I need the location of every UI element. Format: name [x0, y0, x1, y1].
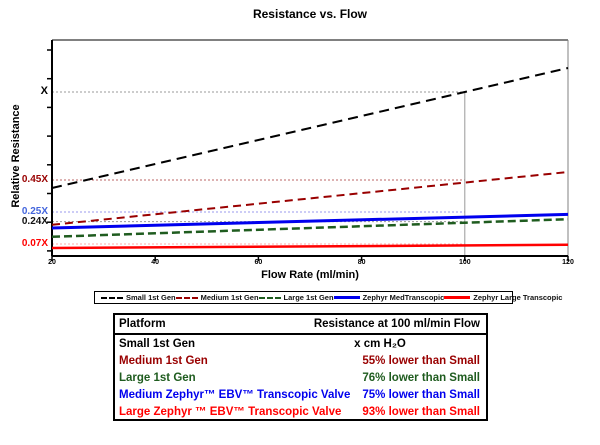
resistance-value-cell: 75% lower than Small: [362, 388, 480, 401]
table-row-medium-1st-gen: Medium 1st Gen 55% lower than Small: [115, 352, 486, 369]
legend-label-large-1st-gen: Large 1st Gen: [283, 293, 334, 302]
resistance-value-cell: 76% lower than Small: [362, 371, 480, 384]
x-tick-label-60: 60: [254, 259, 263, 266]
x-tick-label-40: 40: [151, 259, 160, 266]
x-tick-label-100: 100: [458, 259, 471, 266]
table-header-platform: Platform: [119, 318, 166, 330]
legend-label-zephyr-large-transcopic: Zephyr Large Transcopic: [473, 293, 563, 302]
y-ref-label-0-45x: 0.45X: [21, 174, 48, 185]
y-ref-label-x: X: [40, 85, 48, 97]
legend-swatch-zephyr-large-transcopic: [444, 296, 471, 299]
resistance-table: Platform Resistance at 100 ml/min Flow S…: [113, 313, 488, 421]
x-tick-label-20: 20: [48, 259, 56, 266]
platform-cell: Medium 1st Gen: [119, 354, 208, 367]
series-line-small-1st-gen: [51, 67, 569, 189]
legend-label-medium-1st-gen: Medium 1st Gen: [200, 293, 259, 302]
x-tick-label-120: 120: [562, 259, 574, 266]
resistance-value-cell: 55% lower than Small: [362, 354, 480, 367]
legend-item-zephyr-medtranscopic: Zephyr MedTranscopic: [333, 293, 445, 302]
platform-cell: Medium Zephyr™ EBV™ Transcopic Valve: [119, 388, 351, 401]
chart-title: Resistance vs. Flow: [252, 7, 368, 21]
legend-label-small-1st-gen: Small 1st Gen: [126, 293, 176, 302]
legend-swatch-large-1st-gen: [258, 296, 281, 299]
legend: Small 1st Gen Medium 1st Gen Large 1st Gen…: [94, 291, 562, 304]
y-ref-label-0-07x: 0.07X: [21, 238, 48, 249]
table-header-row: Platform Resistance at 100 ml/min Flow: [115, 315, 486, 335]
legend-item-large-1st-gen: Large 1st Gen: [258, 293, 334, 302]
table-row-large-1st-gen: Large 1st Gen 76% lower than Small: [115, 369, 486, 386]
y-ref-label-0-24x: 0.24X: [21, 215, 48, 227]
table-body: Small 1st Gen x cm H₂O Medium 1st Gen 55% l…: [115, 335, 486, 420]
table-row-medium-zephyr-ebv-transcopic-valve: Medium Zephyr™ EBV™ Transcopic Valve 75% …: [115, 386, 486, 403]
table-row-small-1st-gen: Small 1st Gen x cm H₂O: [115, 335, 486, 352]
legend-item-medium-1st-gen: Medium 1st Gen: [175, 293, 259, 302]
platform-cell: Large 1st Gen: [119, 371, 196, 384]
y-ref-label-0-25x: 0.25X: [21, 206, 48, 217]
chart-plot: [47, 39, 569, 261]
legend-swatch-medium-1st-gen: [175, 296, 198, 299]
platform-cell: Large Zephyr ™ EBV™ Transcopic Valve: [119, 405, 342, 418]
legend-item-zephyr-large-transcopic: Zephyr Large Transcopic: [444, 293, 562, 302]
table-header-resistance: Resistance at 100 ml/min Flow: [313, 318, 480, 330]
series-line-zephyr-large-transcopic: [51, 243, 569, 250]
resistance-value-cell: 93% lower than Small: [362, 405, 480, 418]
legend-label-zephyr-medtranscopic: Zephyr MedTranscopic: [362, 293, 445, 302]
series-line-zephyr-medtranscopic: [51, 212, 569, 230]
legend-swatch-small-1st-gen: [101, 296, 123, 299]
legend-swatch-zephyr-medtranscopic: [333, 296, 360, 299]
x-axis-title: Flow Rate (ml/min): [261, 269, 359, 281]
resistance-value-cell: x cm H₂O: [354, 337, 406, 350]
legend-item-small-1st-gen: Small 1st Gen: [101, 293, 176, 302]
x-tick-label-80: 80: [357, 259, 366, 266]
series-line-medium-1st-gen: [51, 171, 569, 226]
platform-cell: Small 1st Gen: [119, 337, 196, 350]
table-row-large-zephyr-ebv-transcopic-valve: Large Zephyr ™ EBV™ Transcopic Valve 93% …: [115, 403, 486, 420]
series-line-large-1st-gen: [51, 217, 569, 239]
